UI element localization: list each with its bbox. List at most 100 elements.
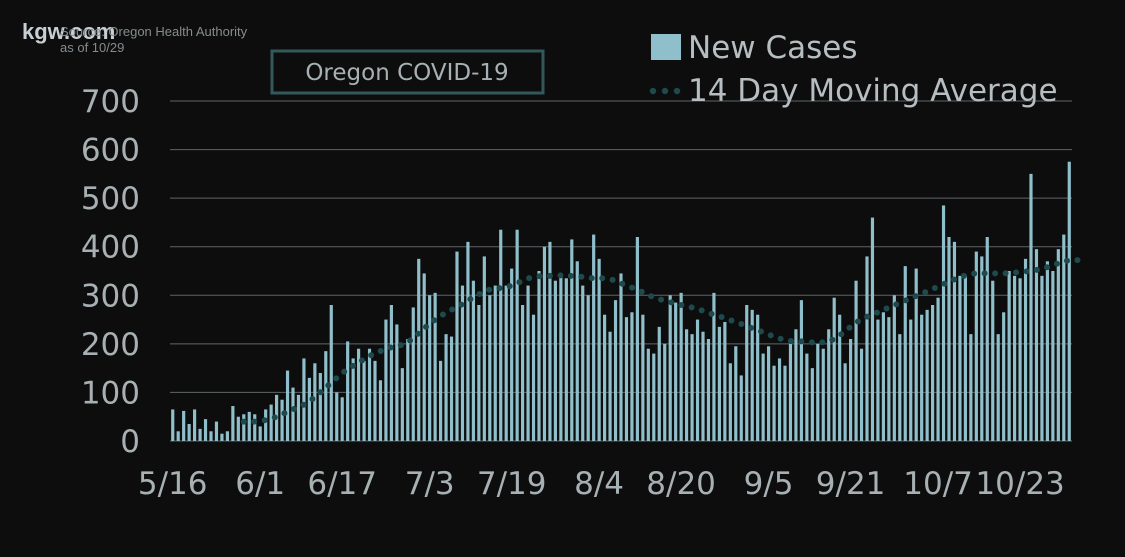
- bar-new-cases: [417, 258, 421, 441]
- bar-new-cases: [362, 360, 366, 441]
- bar-new-cases: [510, 268, 514, 441]
- moving-average-point: [578, 273, 585, 280]
- moving-average-point: [567, 272, 574, 279]
- bar-new-cases: [291, 387, 295, 441]
- moving-average-point: [516, 279, 523, 286]
- bar-new-cases: [493, 285, 497, 441]
- bar-new-cases: [187, 424, 191, 441]
- moving-average-point: [467, 296, 474, 303]
- bar-new-cases: [810, 368, 814, 441]
- bar-new-cases: [674, 302, 678, 441]
- bar-new-cases: [449, 336, 454, 441]
- bar-new-cases: [613, 300, 618, 441]
- moving-average-point: [349, 362, 356, 369]
- bar-new-cases: [367, 348, 372, 441]
- chart-title: Oregon COVID-19: [305, 60, 508, 86]
- bar-new-cases: [652, 353, 656, 441]
- bar-new-cases: [1029, 173, 1033, 442]
- bar-new-cases: [389, 305, 393, 441]
- bar-new-cases: [603, 314, 607, 441]
- bar-new-cases: [903, 266, 907, 441]
- moving-average-point: [377, 348, 384, 355]
- moving-average-point: [981, 270, 988, 277]
- bar-new-cases: [553, 280, 557, 441]
- bar-new-cases: [920, 314, 924, 441]
- moving-average-point: [757, 328, 764, 335]
- bar-new-cases: [428, 295, 432, 441]
- bar-new-cases: [307, 377, 311, 441]
- bar-new-cases: [504, 285, 508, 441]
- bar-new-cases: [575, 261, 579, 441]
- bar-new-cases: [641, 314, 645, 441]
- bar-new-cases: [1018, 278, 1022, 441]
- moving-average-point: [728, 317, 735, 324]
- x-tick-label: 5/16: [138, 466, 208, 502]
- moving-average-point: [678, 302, 685, 309]
- bar-new-cases: [849, 339, 853, 441]
- moving-average-point: [1013, 269, 1020, 276]
- moving-average-point: [941, 280, 948, 287]
- bar-new-cases: [772, 365, 776, 441]
- bar-new-cases: [340, 397, 344, 441]
- brand-logo: kgw.com: [22, 19, 115, 44]
- moving-average-point: [971, 270, 978, 277]
- bar-new-cases: [958, 275, 962, 441]
- moving-average-point: [333, 375, 340, 382]
- bar-new-cases: [881, 312, 885, 441]
- moving-average-point: [1023, 268, 1030, 275]
- bar-new-cases: [182, 410, 186, 441]
- bar-new-cases: [608, 331, 612, 441]
- moving-average-point: [261, 417, 268, 424]
- moving-average-point: [496, 285, 503, 292]
- x-tick-labels: 5/16 6/1 6/17 7/3 7/19 8/4 8/20 9/5 9/21 10/7 10/2…: [138, 466, 1065, 502]
- bar-new-cases: [515, 229, 519, 441]
- x-tick-label: 6/1: [235, 466, 285, 502]
- moving-average-point: [638, 288, 645, 295]
- bar-new-cases: [471, 280, 475, 441]
- bar-new-cases: [947, 237, 951, 441]
- bar-new-cases: [253, 414, 257, 441]
- bar-new-cases: [466, 241, 470, 441]
- legend-new-cases: New Cases: [688, 30, 858, 66]
- bar-new-cases: [843, 363, 847, 441]
- bar-new-cases: [264, 409, 268, 441]
- bar-new-cases: [395, 324, 399, 441]
- bar-new-cases: [663, 343, 667, 441]
- bar-new-cases: [214, 421, 219, 441]
- bar-new-cases: [936, 297, 940, 441]
- bar-new-cases: [296, 394, 301, 441]
- moving-average-point: [300, 401, 307, 408]
- bar-new-cases: [756, 314, 760, 441]
- bar-new-cases: [351, 358, 355, 441]
- bar-new-cases: [1067, 161, 1071, 441]
- bar-new-cases: [406, 339, 410, 441]
- bar-new-cases: [745, 305, 749, 441]
- bar-new-cases: [193, 409, 197, 441]
- moving-average-point: [808, 339, 815, 346]
- bar-new-cases: [1007, 271, 1011, 441]
- x-tick-label: 10/7: [903, 466, 973, 502]
- bar-new-cases: [712, 292, 716, 441]
- moving-average-point: [476, 290, 483, 297]
- legend-bar-swatch: [651, 34, 681, 60]
- moving-average-point: [893, 301, 900, 308]
- bar-new-cases: [777, 358, 782, 441]
- moving-average-point: [931, 284, 938, 291]
- source-date: as of 10/29: [60, 40, 124, 55]
- bar-new-cases: [657, 326, 661, 441]
- moving-average-point: [368, 352, 375, 359]
- bar-new-cases: [258, 426, 262, 441]
- bar-new-cases: [827, 329, 831, 441]
- moving-average-point: [1044, 264, 1051, 271]
- bar-new-cases: [914, 268, 918, 441]
- x-tick-label: 6/17: [307, 466, 377, 502]
- moving-average-point: [829, 336, 836, 343]
- bar-new-cases: [324, 351, 328, 441]
- bar-new-cases: [433, 292, 437, 441]
- moving-average-point: [291, 405, 298, 412]
- bar-new-cases: [531, 314, 536, 441]
- moving-average-point: [599, 275, 606, 282]
- bar-new-cases: [985, 237, 989, 441]
